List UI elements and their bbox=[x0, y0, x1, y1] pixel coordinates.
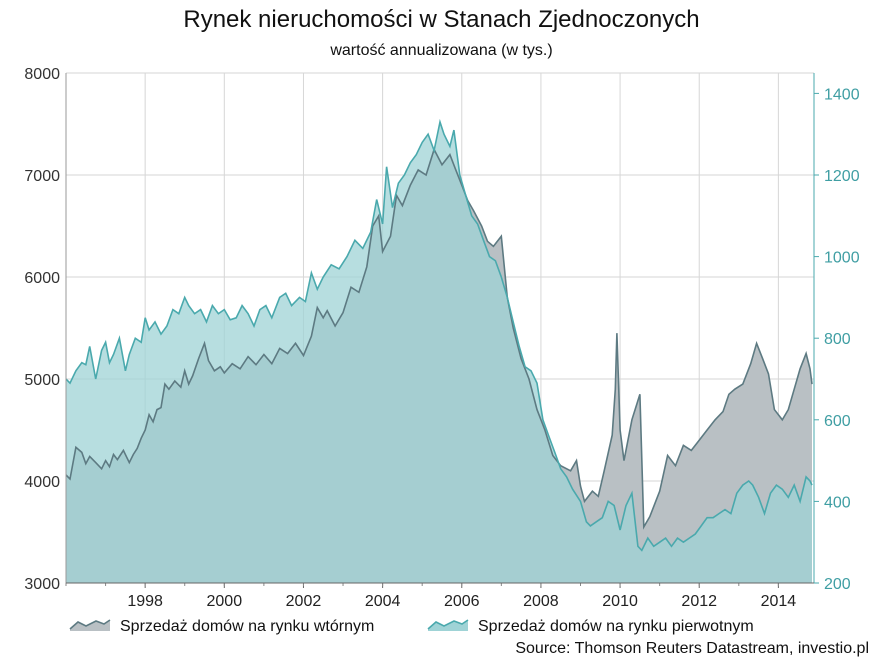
series-area-new-homes bbox=[66, 122, 813, 583]
series-line-existing-homes bbox=[65, 147, 813, 530]
x-tick-label: 2014 bbox=[761, 593, 797, 610]
x-tick-label: 1998 bbox=[127, 593, 163, 610]
y-left-tick-label: 7000 bbox=[24, 168, 60, 185]
legend-label: Sprzedaż domów na rynku wtórnym bbox=[120, 618, 374, 635]
x-tick-label: 2000 bbox=[207, 593, 243, 610]
legend-item-existing-homes: Sprzedaż domów na rynku wtórnym bbox=[69, 618, 374, 635]
legend-swatch-line bbox=[427, 619, 469, 630]
legend-item-new-homes: Sprzedaż domów na rynku pierwotnym bbox=[427, 618, 754, 635]
x-tick-label: 2010 bbox=[602, 593, 638, 610]
y-left-tick-label: 6000 bbox=[24, 270, 60, 287]
x-tick-label: 2004 bbox=[365, 593, 401, 610]
y-left-tick-label: 5000 bbox=[24, 372, 60, 389]
y-right-tick-label: 1200 bbox=[824, 168, 860, 185]
label-layer: 3000 4000 5000 6000 7000 8000 200 400 600 800 1000… bbox=[24, 66, 859, 610]
legend-swatch-fill bbox=[428, 620, 468, 631]
legend-swatch-line bbox=[69, 619, 111, 630]
y-right-tick-label: 1400 bbox=[824, 86, 860, 103]
y-left-tick-label: 8000 bbox=[24, 66, 60, 83]
legend-label: Sprzedaż domów na rynku pierwotnym bbox=[478, 618, 754, 635]
legend-swatch-fill bbox=[70, 620, 110, 631]
series-line-new-homes bbox=[65, 118, 813, 552]
x-tick-label: 2008 bbox=[523, 593, 559, 610]
axis-layer bbox=[65, 73, 819, 588]
x-tick-label: 2012 bbox=[681, 593, 717, 610]
x-tick-label: 2006 bbox=[444, 593, 480, 610]
y-right-tick-label: 200 bbox=[824, 576, 851, 593]
legend: Sprzedaż domów na rynku wtórnym Sprzedaż … bbox=[69, 618, 754, 635]
x-tick-label: 2002 bbox=[286, 593, 322, 610]
y-right-tick-label: 800 bbox=[824, 331, 851, 348]
y-right-tick-label: 400 bbox=[824, 494, 851, 511]
area-layer bbox=[65, 118, 813, 583]
y-right-tick-label: 600 bbox=[824, 413, 851, 430]
chart-subtitle: wartość annualizowana (w tys.) bbox=[330, 42, 553, 59]
y-left-tick-label: 3000 bbox=[24, 576, 60, 593]
chart-source: Source: Thomson Reuters Datastream, inve… bbox=[515, 640, 869, 657]
chart-title: Rynek nieruchomości w Stanach Zjednoczon… bbox=[183, 6, 700, 33]
y-right-tick-label: 1000 bbox=[824, 250, 860, 267]
y-left-tick-label: 4000 bbox=[24, 474, 60, 491]
